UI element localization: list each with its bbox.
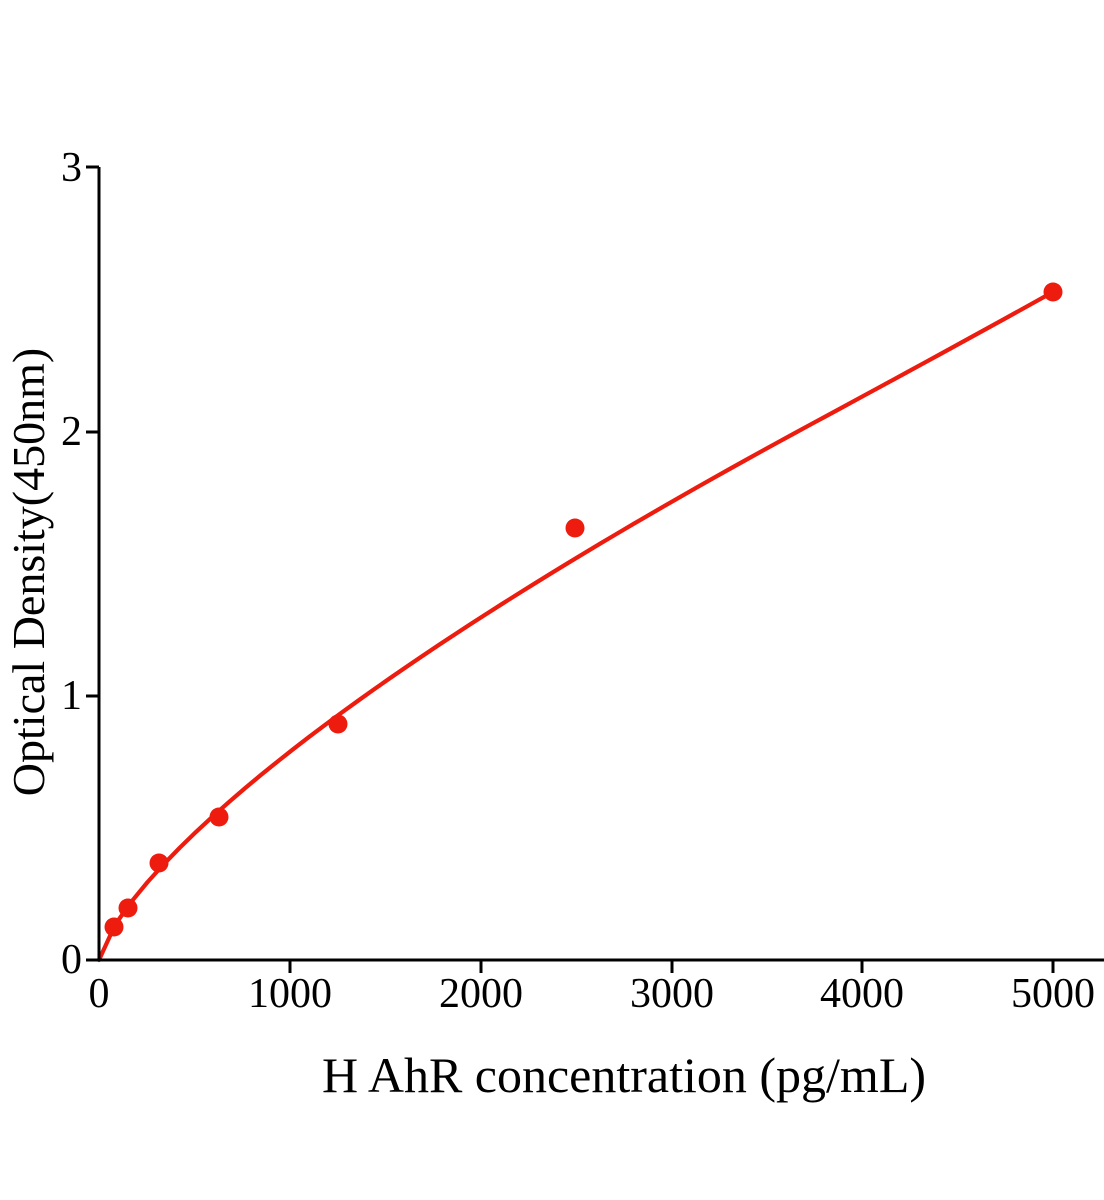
svg-text:5000: 5000 (1011, 971, 1095, 1017)
svg-text:Optical Density(450nm): Optical Density(450nm) (3, 348, 54, 796)
svg-text:3: 3 (61, 145, 82, 191)
svg-text:H AhR concentration (pg/mL): H AhR concentration (pg/mL) (322, 1047, 926, 1103)
svg-text:3000: 3000 (630, 971, 714, 1017)
svg-text:2000: 2000 (439, 971, 523, 1017)
svg-text:0: 0 (61, 937, 82, 983)
svg-text:2: 2 (61, 409, 82, 455)
svg-text:4000: 4000 (820, 971, 904, 1017)
svg-text:0: 0 (89, 971, 110, 1017)
svg-text:1000: 1000 (248, 971, 332, 1017)
svg-text:1: 1 (61, 673, 82, 719)
